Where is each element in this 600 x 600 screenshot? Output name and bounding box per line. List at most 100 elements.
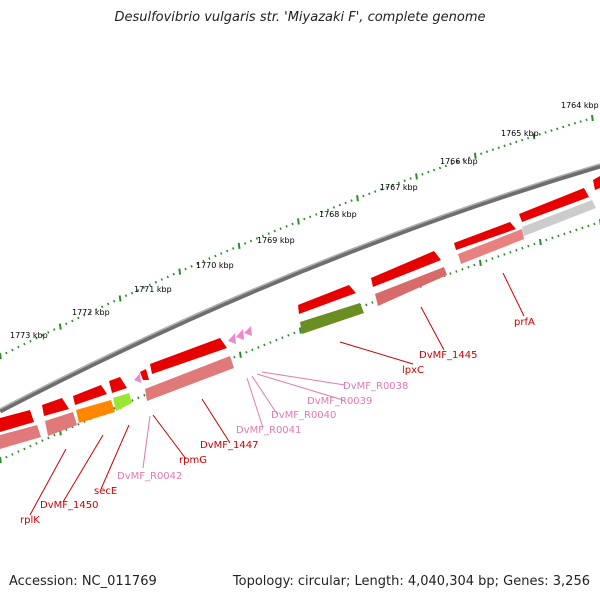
scale-tick [29, 444, 32, 448]
scale-tick [29, 339, 32, 343]
scale-tick [118, 295, 122, 302]
scale-label: 1768 kbp [319, 210, 357, 219]
scale-tick [287, 334, 290, 337]
scale-tick [374, 190, 377, 193]
scale-tick [239, 351, 242, 358]
gene-arrow[interactable] [45, 412, 77, 436]
scale-tick [47, 436, 50, 440]
gene-label[interactable]: rplK [20, 515, 40, 526]
gene-arrow[interactable] [140, 369, 149, 380]
scale-tick [556, 127, 559, 131]
scale-tick [309, 215, 312, 219]
scale-tick [438, 166, 442, 170]
scale-tick [532, 133, 536, 140]
rna-marker[interactable] [244, 326, 252, 336]
scale-tick [172, 272, 175, 276]
scale-tick [208, 257, 211, 260]
scale-tick [113, 407, 116, 410]
scale-tick [509, 251, 512, 254]
scale-tick [569, 230, 572, 234]
scale-tick [160, 278, 163, 281]
scale-tick [17, 450, 20, 453]
scale-tick [0, 352, 2, 360]
scale-tick [467, 265, 470, 269]
gene-label[interactable]: rpmG [179, 455, 207, 466]
gene-label[interactable]: secE [94, 486, 117, 497]
gene-arrow[interactable] [145, 356, 234, 401]
gene-arrow[interactable] [150, 338, 227, 374]
scale-tick [273, 229, 276, 233]
gene-arrow[interactable] [0, 425, 41, 449]
gene-arrow[interactable] [42, 398, 69, 416]
gene-label[interactable]: DvMF_1447 [200, 440, 258, 451]
scale-tick [371, 301, 374, 304]
scale-tick [409, 177, 412, 180]
scale-tick [491, 257, 494, 260]
gene-arrow[interactable] [300, 303, 364, 334]
map-title: Desulfovibrio vulgaris str. 'Miyazaki F'… [114, 10, 486, 25]
rna-marker[interactable] [228, 333, 236, 344]
gene-arrow[interactable] [73, 385, 107, 405]
gene-label[interactable]: DvMF_R0041 [236, 425, 301, 436]
scale-label: 1772 kbp [72, 308, 110, 317]
scale-label: 1767 kbp [380, 183, 418, 192]
scale-label: 1769 kbp [257, 236, 295, 245]
gene-label[interactable]: DvMF_1445 [419, 350, 477, 361]
gene-label[interactable]: DvMF_R0042 [117, 471, 182, 482]
gene-label[interactable]: DvMF_1450 [40, 500, 98, 511]
scale-tick [593, 222, 596, 226]
scale-tick [539, 238, 542, 246]
gene-arrow[interactable] [298, 285, 356, 314]
scale-tick [47, 331, 50, 334]
scale-tick [485, 150, 489, 153]
scale-tick [581, 226, 584, 230]
scale-tick [368, 192, 371, 196]
rna-marker[interactable] [236, 329, 244, 340]
scale-tick [17, 345, 20, 349]
gene-arrow[interactable] [371, 251, 441, 287]
scale-tick [5, 455, 8, 459]
scale-tick [403, 179, 406, 182]
scale-tick [83, 313, 86, 317]
scale-label: 1764 kbp [561, 101, 599, 110]
genome-backbone-highlight [0, 163, 600, 410]
gene-label[interactable]: DvMF_R0038 [343, 381, 408, 392]
genome-backbone [0, 163, 600, 414]
gene-arrow[interactable] [522, 200, 596, 236]
scale-tick [432, 168, 436, 172]
scale-tick [515, 249, 518, 252]
gene-label[interactable]: DvMF_R0039 [307, 396, 372, 407]
scale-tick [365, 303, 368, 307]
scale-tick [35, 336, 38, 340]
gene-arrow[interactable] [109, 377, 127, 393]
scale-tick [587, 224, 590, 228]
scale-tick [551, 236, 554, 240]
scale-tick [251, 348, 254, 352]
scale-tick [131, 399, 134, 402]
gene-arrow[interactable] [0, 410, 34, 432]
gene-arrow[interactable] [375, 267, 447, 306]
scale-tick [143, 393, 146, 397]
gene-label[interactable]: prfA [514, 317, 535, 328]
scale-tick [391, 183, 395, 187]
gene-arrow[interactable] [454, 222, 516, 250]
scale-tick [77, 316, 80, 320]
scale-tick [491, 148, 495, 151]
accession-text: Accession: NC_011769 [9, 574, 157, 589]
gene-arrow[interactable] [593, 176, 600, 190]
scale-tick [148, 283, 152, 287]
rna-marker[interactable] [134, 373, 141, 383]
gene-arrow[interactable] [519, 188, 589, 222]
reverse-genes [0, 200, 596, 449]
gene-arrow[interactable] [76, 400, 115, 423]
gene-label[interactable]: DvMF_R0040 [271, 410, 336, 421]
scale-tick [267, 232, 270, 235]
scale-tick [233, 355, 236, 359]
gene-label[interactable]: lpxC [402, 365, 424, 376]
gene-arrow[interactable] [113, 393, 132, 411]
scale-tick [515, 140, 518, 144]
gene-arrow[interactable] [458, 229, 524, 264]
scale-tick [461, 268, 464, 271]
scale-tick [279, 227, 282, 230]
scale-tick [261, 234, 265, 238]
